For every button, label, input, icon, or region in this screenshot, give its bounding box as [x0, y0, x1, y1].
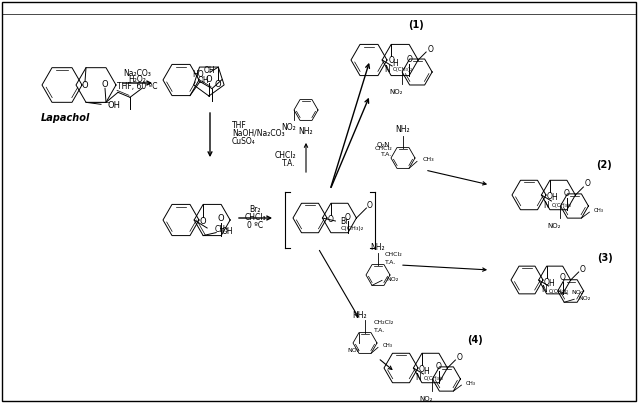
- Text: NO₂: NO₂: [572, 291, 584, 295]
- Text: (4): (4): [467, 335, 483, 345]
- Text: OH: OH: [221, 227, 233, 236]
- Text: CH₂Cl₂: CH₂Cl₂: [374, 320, 394, 324]
- Text: C(CH₃)₂: C(CH₃)₂: [549, 289, 569, 294]
- Text: Na₂CO₃: Na₂CO₃: [123, 69, 151, 77]
- Text: O: O: [82, 81, 88, 90]
- Text: O: O: [580, 264, 586, 274]
- Text: CH₃: CH₃: [383, 343, 393, 348]
- Text: OH: OH: [204, 66, 215, 75]
- Text: 0 ºC: 0 ºC: [247, 222, 263, 231]
- Text: O: O: [218, 214, 225, 223]
- Text: THF: THF: [232, 120, 247, 129]
- Text: H: H: [551, 193, 557, 202]
- Text: O: O: [406, 55, 412, 64]
- Text: NO₂: NO₂: [281, 123, 297, 133]
- Text: N: N: [544, 201, 549, 210]
- Text: NO₂: NO₂: [389, 89, 403, 95]
- Text: O: O: [366, 201, 373, 210]
- Text: O: O: [328, 215, 334, 224]
- Text: O: O: [388, 56, 394, 65]
- Text: NH₂: NH₂: [371, 243, 385, 253]
- Text: H: H: [424, 366, 429, 376]
- Text: O: O: [215, 79, 221, 89]
- Text: Br₂: Br₂: [249, 206, 261, 214]
- Text: O: O: [101, 80, 108, 89]
- Text: N: N: [384, 66, 390, 75]
- Text: NO₂: NO₂: [547, 223, 561, 229]
- Text: OH: OH: [108, 101, 121, 110]
- Text: THF, 60 ºC: THF, 60 ºC: [117, 83, 157, 91]
- Text: N: N: [415, 374, 421, 382]
- Text: CH₃: CH₃: [214, 226, 228, 235]
- Text: H: H: [549, 278, 554, 287]
- Text: C(CH₃)₂: C(CH₃)₂: [552, 203, 572, 208]
- Text: O: O: [419, 365, 425, 374]
- Text: HO: HO: [193, 70, 204, 79]
- Text: T.A.: T.A.: [381, 152, 392, 158]
- Text: O: O: [560, 273, 566, 283]
- Text: O: O: [547, 192, 553, 201]
- Text: O: O: [427, 44, 433, 54]
- Text: CH₃: CH₃: [423, 157, 434, 162]
- Text: Lapachol: Lapachol: [40, 113, 90, 123]
- Text: NH₂: NH₂: [299, 127, 313, 137]
- Text: CH₃: CH₃: [593, 208, 604, 213]
- Text: CuSO₄: CuSO₄: [232, 137, 256, 145]
- Text: CH₃: CH₃: [465, 380, 475, 386]
- Text: CHCl₃: CHCl₃: [244, 214, 266, 222]
- Text: O: O: [456, 353, 463, 361]
- Text: CHCl₂: CHCl₂: [274, 150, 296, 160]
- Text: N: N: [541, 285, 547, 295]
- Text: C(CH₃)₂: C(CH₃)₂: [424, 376, 444, 381]
- Text: CHCl₂: CHCl₂: [385, 253, 403, 258]
- Text: T.A.: T.A.: [385, 260, 396, 266]
- Text: NH₂: NH₂: [353, 310, 367, 320]
- Text: O: O: [436, 362, 442, 371]
- Text: NO₂: NO₂: [420, 396, 433, 402]
- Text: NO₂: NO₂: [386, 277, 398, 282]
- Text: C(CH₃)₂: C(CH₃)₂: [341, 226, 364, 231]
- Text: NH₂: NH₂: [396, 125, 410, 135]
- Text: (1): (1): [408, 20, 424, 30]
- Text: OH: OH: [198, 77, 209, 85]
- Text: NO₂: NO₂: [348, 348, 360, 353]
- Text: NO₂: NO₂: [578, 296, 590, 301]
- Text: O: O: [564, 189, 570, 198]
- Text: (3): (3): [597, 253, 613, 263]
- Text: O: O: [584, 179, 590, 189]
- Text: Br: Br: [341, 218, 349, 226]
- Text: O: O: [200, 217, 207, 226]
- Text: T.A.: T.A.: [374, 328, 385, 332]
- Text: O: O: [345, 213, 351, 222]
- Text: T.A.: T.A.: [283, 158, 296, 168]
- Text: (2): (2): [596, 160, 612, 170]
- Text: H₂O₂: H₂O₂: [128, 75, 146, 85]
- Text: C(CH₃)₂: C(CH₃)₂: [393, 67, 413, 72]
- Text: NaOH/Na₂CO₃: NaOH/Na₂CO₃: [232, 129, 285, 137]
- Text: CHCl₂: CHCl₂: [375, 145, 392, 150]
- Text: O: O: [205, 75, 212, 83]
- Text: H: H: [392, 58, 398, 67]
- Text: O: O: [544, 278, 549, 287]
- Text: O₂N: O₂N: [376, 142, 390, 148]
